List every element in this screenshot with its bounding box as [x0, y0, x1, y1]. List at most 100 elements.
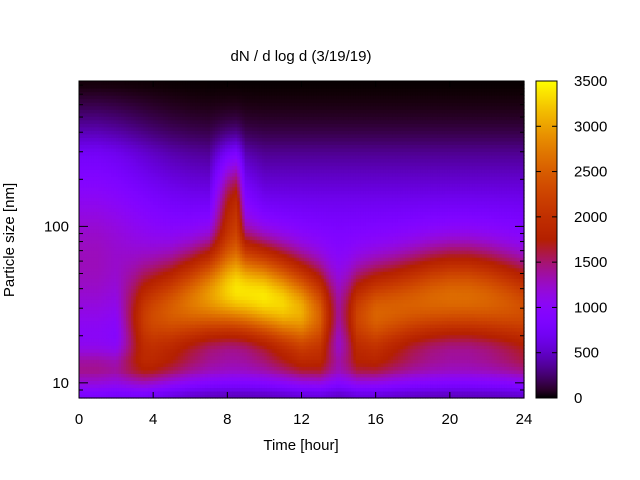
heatmap-cell [81, 390, 85, 396]
heatmap-cell [108, 204, 112, 209]
heatmap-cell [108, 383, 112, 389]
heatmap-cell [108, 239, 112, 244]
heatmap-cell [140, 84, 144, 89]
heatmap-cell [143, 211, 147, 216]
heatmap-cell [101, 95, 105, 100]
heatmap-cell [91, 197, 95, 202]
heatmap-cell [138, 172, 142, 177]
heatmap-cell [143, 373, 147, 378]
heatmap-cell [118, 359, 122, 364]
heatmap-cell [98, 91, 102, 96]
heatmap-cell [121, 130, 125, 135]
heatmap-cell [121, 162, 125, 167]
heatmap-cell [81, 253, 85, 258]
heatmap-cell [145, 204, 149, 209]
heatmap-cell [106, 257, 110, 262]
heatmap-cell [113, 84, 117, 89]
heatmap-cell [101, 130, 105, 135]
heatmap-cell [86, 98, 90, 103]
heatmap-cell [130, 112, 134, 117]
heatmap-cell [83, 225, 88, 230]
heatmap-cell [83, 221, 88, 227]
heatmap-cell [81, 264, 85, 269]
heatmap-cell [86, 274, 90, 279]
heatmap-cell [125, 362, 130, 367]
heatmap-cell [128, 376, 132, 381]
heatmap-cell [140, 112, 144, 117]
heatmap-cell [125, 246, 130, 251]
heatmap-cell [143, 348, 147, 353]
heatmap-cell [135, 313, 139, 318]
heatmap-cell [83, 190, 88, 195]
heatmap-cell [79, 218, 83, 223]
heatmap-cell [81, 232, 85, 237]
heatmap-cell [143, 137, 147, 142]
heatmap-cell [91, 331, 95, 336]
heatmap-cell [103, 348, 107, 353]
heatmap-cell [135, 169, 139, 174]
heatmap-cell [101, 278, 105, 283]
heatmap-cell [98, 243, 102, 248]
heatmap-cell [116, 147, 120, 153]
heatmap-cell [128, 147, 132, 153]
heatmap-cell [106, 200, 110, 205]
heatmap-cell [135, 341, 139, 346]
heatmap-cell [83, 169, 88, 174]
heatmap-cell [106, 105, 110, 110]
heatmap-cell [106, 299, 110, 304]
heatmap-cell [138, 281, 142, 286]
heatmap-cell [79, 190, 83, 195]
heatmap-cell [123, 295, 127, 300]
heatmap-cell [83, 88, 88, 93]
heatmap-cell [81, 320, 85, 325]
heatmap-cell [111, 130, 115, 135]
heatmap-cell [143, 126, 147, 131]
heatmap-cell [79, 214, 83, 219]
heatmap-cell [79, 383, 83, 389]
heatmap-cell [123, 264, 127, 269]
heatmap-cell [81, 376, 85, 381]
heatmap-cell [88, 81, 92, 86]
heatmap-cell [113, 137, 117, 142]
heatmap-cell [106, 366, 110, 371]
heatmap-cell [121, 112, 125, 117]
heatmap-cell [83, 345, 88, 350]
heatmap-cell [91, 320, 95, 325]
heatmap-cell [125, 126, 130, 131]
heatmap-cell [103, 130, 107, 135]
heatmap-cell [96, 278, 100, 283]
heatmap-cell [98, 316, 102, 322]
heatmap-cell [140, 285, 144, 290]
heatmap-cell [108, 183, 112, 188]
heatmap-cell [106, 211, 110, 216]
heatmap-cell [91, 200, 95, 205]
heatmap-cell [96, 197, 100, 202]
heatmap-cell [135, 140, 139, 145]
heatmap-cell [96, 292, 100, 297]
heatmap-cell [98, 348, 102, 353]
heatmap-cell [101, 302, 105, 308]
heatmap-cell [83, 140, 88, 145]
heatmap-cell [121, 190, 125, 195]
heatmap-cell [121, 95, 125, 100]
heatmap-cell [125, 112, 130, 117]
heatmap-cell [98, 267, 102, 272]
heatmap-cell [135, 225, 139, 230]
heatmap-cell [108, 186, 112, 191]
heatmap-cell [103, 345, 107, 350]
heatmap-cell [145, 299, 149, 304]
heatmap-cell [98, 172, 102, 177]
heatmap-cell [138, 190, 142, 195]
heatmap-cell [123, 98, 127, 103]
heatmap-cell [108, 169, 112, 174]
heatmap-cell [128, 373, 132, 378]
heatmap-cell [83, 179, 88, 184]
heatmap-cell [135, 239, 139, 244]
heatmap-cell [86, 123, 90, 128]
heatmap-cell [96, 327, 100, 332]
heatmap-cell [81, 299, 85, 304]
heatmap-cell [83, 91, 88, 96]
heatmap-cell [108, 221, 112, 227]
heatmap-cell [103, 292, 107, 297]
heatmap-cell [111, 264, 115, 269]
